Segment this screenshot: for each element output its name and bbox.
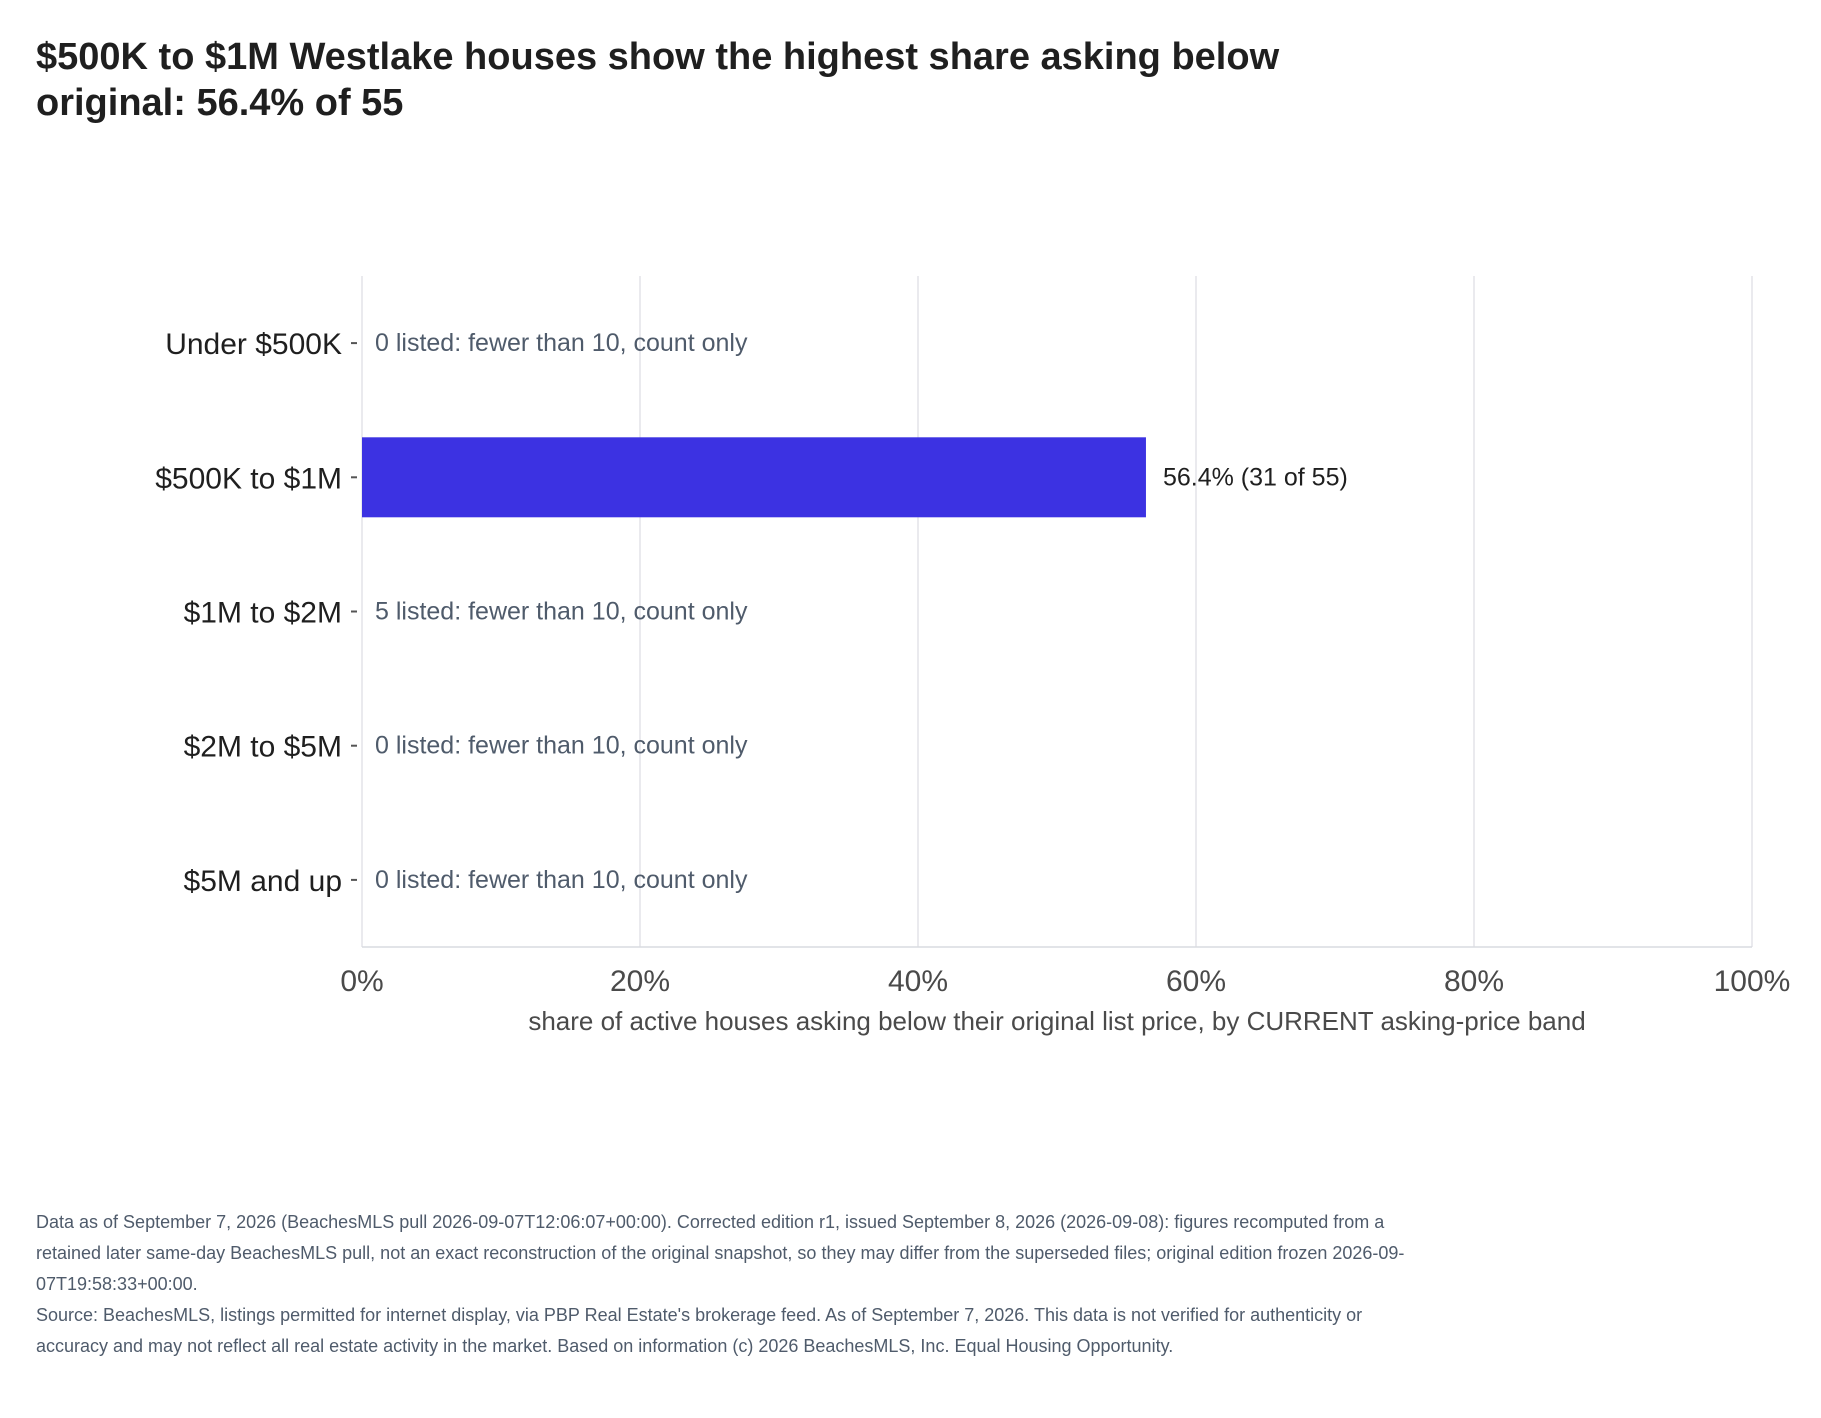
bar-note-label: 0 listed: fewer than 10, count only — [375, 866, 748, 894]
x-axis-title: share of active houses asking below thei… — [528, 1006, 1585, 1036]
y-tick-label: $1M to $2M — [184, 597, 342, 630]
y-tick-label: $2M to $5M — [184, 731, 342, 764]
data-note: Data as of September 7, 2026 (BeachesMLS… — [36, 1212, 1405, 1294]
source-note: Source: BeachesMLS, listings permitted f… — [36, 1305, 1363, 1356]
x-tick-label: 40% — [888, 965, 948, 998]
x-tick-label: 20% — [610, 965, 670, 998]
chart-title: $500K to $1M Westlake houses show the hi… — [36, 36, 1280, 124]
x-tick-label: 0% — [340, 965, 383, 998]
x-tick-label: 80% — [1444, 965, 1504, 998]
bar-chart: Under $500K $500K to $1M $1M to $2M $2M to … — [155, 276, 1791, 1036]
y-tick-label: $5M and up — [184, 865, 342, 898]
y-tick-label: $500K to $1M — [155, 462, 342, 495]
x-axis: 0% 20% 40% 60% 80% 100% share of active houses… — [340, 946, 1791, 1036]
y-tick-label: Under $500K — [165, 328, 342, 361]
bar-value-label: 56.4% (31 of 55) — [1163, 463, 1348, 491]
bars: 0 listed: fewer than 10, count only 56.4%… — [362, 329, 1348, 894]
y-axis: Under $500K $500K to $1M $1M to $2M $2M to … — [155, 328, 357, 898]
bar-note-label: 0 listed: fewer than 10, count only — [375, 329, 748, 357]
bar-note-label: 0 listed: fewer than 10, count only — [375, 732, 748, 760]
bar-note-label: 5 listed: fewer than 10, count only — [375, 598, 748, 626]
footnotes: Data as of September 7, 2026 (BeachesMLS… — [36, 1207, 1416, 1362]
gridlines — [361, 276, 1753, 947]
x-tick-label: 100% — [1714, 965, 1791, 998]
bar — [362, 437, 1146, 518]
x-tick-label: 60% — [1166, 965, 1226, 998]
